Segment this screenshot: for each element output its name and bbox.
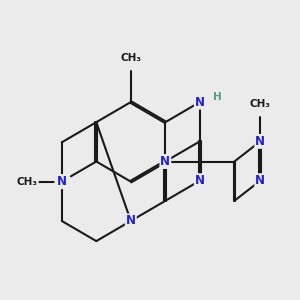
- Text: CH₃: CH₃: [120, 53, 141, 63]
- Text: CH₃: CH₃: [17, 177, 38, 187]
- Text: N: N: [195, 96, 205, 109]
- Text: H: H: [213, 92, 222, 102]
- Text: N: N: [57, 175, 67, 188]
- Text: N: N: [126, 214, 136, 227]
- Text: N: N: [160, 155, 170, 168]
- Text: Cl: Cl: [56, 175, 68, 188]
- Text: CH₃: CH₃: [250, 99, 271, 109]
- Text: N: N: [195, 174, 205, 187]
- Text: N: N: [255, 135, 265, 148]
- Text: N: N: [255, 174, 265, 187]
